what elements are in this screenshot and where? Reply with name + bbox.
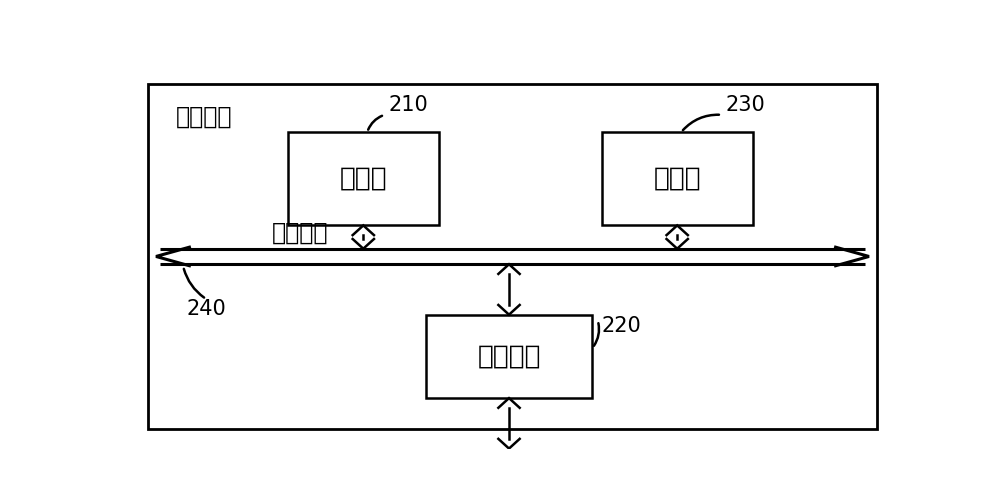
Text: 240: 240 bbox=[187, 299, 227, 319]
Text: 电子设备: 电子设备 bbox=[175, 105, 232, 129]
FancyBboxPatch shape bbox=[426, 314, 592, 398]
Text: 220: 220 bbox=[602, 317, 641, 336]
Text: 处理器: 处理器 bbox=[340, 166, 387, 192]
Text: 通信总线: 通信总线 bbox=[272, 221, 329, 245]
Text: 210: 210 bbox=[388, 95, 428, 115]
Text: 通信接口: 通信接口 bbox=[477, 343, 541, 369]
FancyBboxPatch shape bbox=[602, 132, 753, 225]
Text: 230: 230 bbox=[726, 95, 765, 115]
FancyBboxPatch shape bbox=[148, 84, 877, 429]
FancyBboxPatch shape bbox=[288, 132, 439, 225]
Text: 存储器: 存储器 bbox=[653, 166, 701, 192]
